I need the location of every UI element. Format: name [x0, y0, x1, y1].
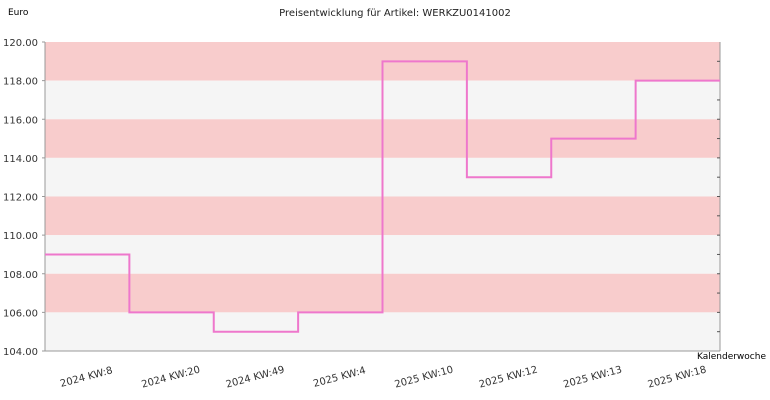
y-tick-label: 104.00	[3, 347, 38, 358]
x-axis-title: Kalenderwoche	[697, 352, 766, 362]
x-tick-label: 2024 KW:8	[59, 365, 114, 390]
y-tick-label: 118.00	[3, 77, 38, 88]
x-tick-label: 2025 KW:12	[478, 364, 539, 390]
x-tick-label: 2024 KW:49	[225, 364, 286, 390]
y-tick-label: 108.00	[3, 270, 38, 281]
y-axis-ticks: 104.00 106.00 108.00 110.00 112.00 114.00 116.…	[3, 38, 45, 358]
y-axis-title: Euro	[8, 8, 29, 18]
y-tick-label: 120.00	[3, 38, 38, 49]
x-axis-ticks: 2024 KW:8 2024 KW:20 2024 KW:49 2025 KW:4 20…	[59, 364, 708, 390]
y-tick-label: 114.00	[3, 154, 38, 165]
y-tick-label: 112.00	[3, 193, 38, 204]
chart-title: Preisentwicklung für Artikel: WERKZU0141…	[279, 8, 511, 19]
series-group	[45, 60, 720, 333]
x-tick-label: 2024 KW:20	[140, 364, 201, 390]
series-line	[45, 60, 720, 333]
x-tick-label: 2025 KW:18	[647, 364, 708, 390]
x-tick-label: 2025 KW:10	[394, 364, 455, 390]
x-tick-label: 2025 KW:4	[312, 365, 367, 390]
y-tick-label: 110.00	[3, 231, 38, 242]
y-tick-label: 106.00	[3, 308, 38, 319]
y-tick-label: 116.00	[3, 115, 38, 126]
background-band	[45, 312, 720, 351]
x-tick-label: 2025 KW:13	[562, 364, 623, 390]
